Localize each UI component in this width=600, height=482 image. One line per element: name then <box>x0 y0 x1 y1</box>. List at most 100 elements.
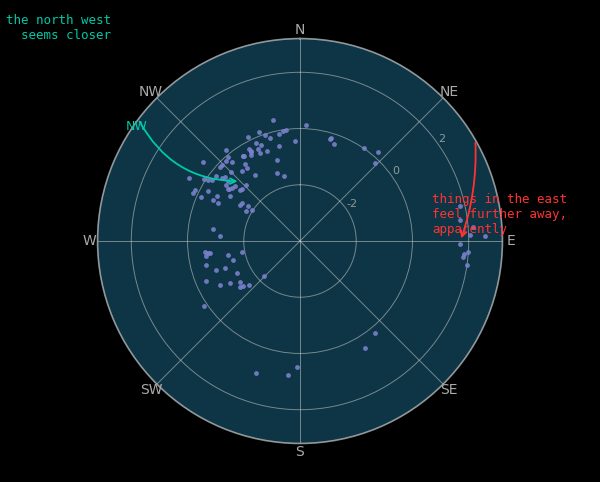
Point <box>260 132 270 139</box>
Text: E: E <box>506 234 515 248</box>
Point <box>235 278 244 285</box>
Point <box>247 151 256 159</box>
Point <box>203 187 213 195</box>
Point <box>247 206 257 214</box>
Point <box>199 175 209 183</box>
Point <box>280 172 289 180</box>
Point <box>199 302 209 310</box>
Point <box>238 248 247 256</box>
Point <box>227 184 236 191</box>
Point <box>208 196 218 204</box>
Point <box>239 152 249 160</box>
Point <box>214 199 223 206</box>
Point <box>290 137 300 145</box>
Point <box>462 261 472 269</box>
Point <box>212 193 221 201</box>
Point <box>201 252 211 260</box>
Point <box>223 153 232 161</box>
Text: the north west
  seems closer: the north west seems closer <box>6 14 111 42</box>
Text: S: S <box>296 445 304 459</box>
Text: NE: NE <box>440 85 458 99</box>
Point <box>250 171 259 179</box>
Point <box>226 168 236 176</box>
Point <box>236 283 245 291</box>
Point <box>205 250 215 257</box>
Point <box>281 126 291 134</box>
Point <box>259 272 268 280</box>
Point <box>226 193 235 201</box>
Text: SE: SE <box>440 383 458 397</box>
Point <box>254 128 263 136</box>
Point <box>359 145 369 152</box>
Point <box>225 279 235 286</box>
Point <box>274 130 283 138</box>
Point <box>246 147 256 155</box>
Point <box>326 134 335 142</box>
Point <box>217 174 227 182</box>
Point <box>223 177 233 185</box>
Point <box>215 281 225 289</box>
Point <box>459 250 469 258</box>
Point <box>278 127 288 134</box>
Point <box>203 176 213 184</box>
Point <box>196 193 206 201</box>
Point <box>244 145 254 152</box>
Point <box>283 372 292 379</box>
Point <box>201 277 211 284</box>
Point <box>463 248 473 255</box>
Point <box>262 147 272 155</box>
Point <box>220 265 230 272</box>
Point <box>220 173 230 181</box>
Text: NW: NW <box>139 85 163 99</box>
Point <box>238 282 247 290</box>
Point <box>223 186 232 193</box>
Point <box>272 156 282 164</box>
Point <box>268 117 278 124</box>
Point <box>239 152 248 160</box>
Point <box>251 139 260 147</box>
Point <box>221 146 230 154</box>
Point <box>244 202 253 210</box>
Point <box>237 200 247 207</box>
Point <box>238 167 247 175</box>
Text: N: N <box>295 23 305 37</box>
Point <box>227 159 237 166</box>
Point <box>230 182 240 189</box>
Text: W: W <box>82 234 96 248</box>
Point <box>360 344 370 352</box>
Point <box>242 164 252 172</box>
Point <box>481 232 490 240</box>
Point <box>244 133 253 141</box>
Point <box>241 207 251 214</box>
Point <box>198 158 208 165</box>
Point <box>236 201 245 209</box>
Point <box>241 182 251 189</box>
Point <box>370 329 380 337</box>
Point <box>455 240 465 248</box>
Point <box>274 143 284 150</box>
Point <box>241 161 250 168</box>
Point <box>235 187 245 194</box>
Point <box>185 174 194 182</box>
Point <box>246 148 256 156</box>
Point <box>208 225 218 233</box>
Point <box>272 169 282 177</box>
Point <box>188 189 198 197</box>
Point <box>223 251 233 259</box>
Point <box>265 134 275 142</box>
Point <box>211 267 221 274</box>
Point <box>215 163 225 171</box>
Point <box>325 135 335 143</box>
Point <box>256 141 266 149</box>
Point <box>465 231 475 239</box>
Point <box>190 187 199 194</box>
Point <box>211 172 221 179</box>
Point <box>238 186 247 193</box>
Point <box>455 202 465 210</box>
Point <box>229 256 238 264</box>
Point <box>221 158 230 165</box>
Point <box>232 269 242 277</box>
Point <box>254 145 263 153</box>
Point <box>455 216 465 224</box>
Point <box>217 161 227 168</box>
